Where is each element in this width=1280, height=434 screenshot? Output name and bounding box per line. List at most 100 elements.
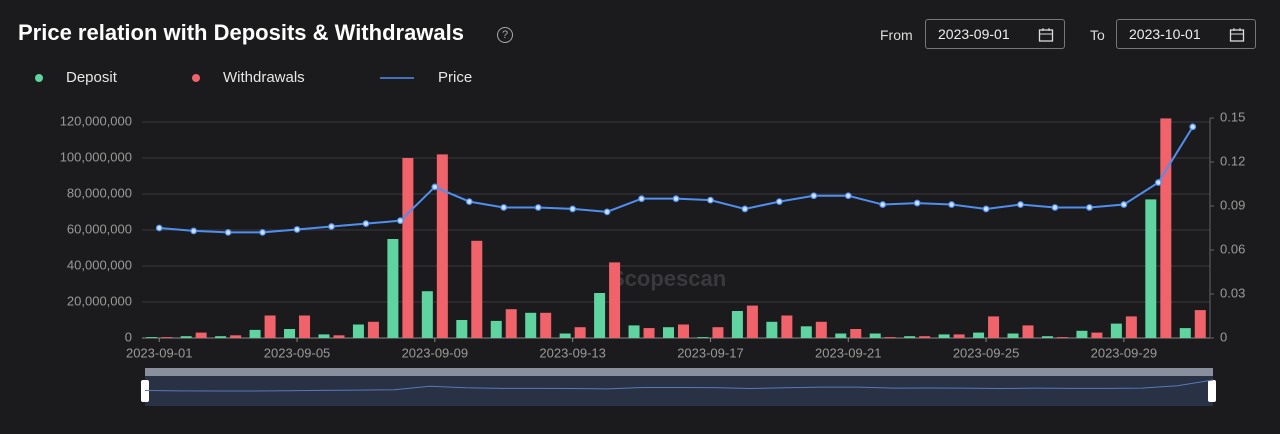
x-tick-label: 2023-09-29 [1091, 345, 1158, 360]
y-tick-label: 100,000,000 [60, 149, 132, 164]
bar [574, 327, 586, 338]
x-tick-label: 2023-09-21 [815, 345, 882, 360]
bar [919, 336, 931, 338]
slider-handle[interactable] [1208, 380, 1216, 402]
help-icon[interactable]: ? [497, 27, 513, 43]
price-point [465, 198, 473, 206]
bar [663, 327, 674, 338]
y2-tick-label: 0.15 [1220, 109, 1245, 124]
bar [402, 158, 414, 338]
price-point [500, 204, 508, 211]
from-label: From [880, 27, 913, 43]
bar [490, 320, 502, 338]
x-tick-label: 2023-09-17 [677, 345, 744, 360]
price-point [1017, 201, 1024, 208]
x-tick-label: 2023-09-13 [539, 345, 606, 360]
y-tick-label: 80,000,000 [67, 185, 132, 200]
bar [505, 309, 517, 338]
bar [938, 334, 950, 338]
price-point [224, 228, 232, 236]
to-date[interactable]: 2023-10-01 [1116, 19, 1256, 49]
title: Price relation with Deposits & Withdrawa… [18, 20, 465, 45]
price-line [159, 126, 1194, 234]
bar [180, 336, 192, 338]
bar [1179, 328, 1191, 338]
legend-swatch [192, 74, 200, 82]
price-point [259, 228, 266, 236]
bar [456, 320, 468, 338]
price-point [844, 192, 852, 200]
bar [1056, 337, 1068, 338]
bar [471, 240, 483, 338]
price-point [293, 226, 301, 233]
bar [525, 312, 537, 338]
bar [1110, 323, 1122, 338]
y2-tick-label: 0.12 [1220, 153, 1245, 168]
price-point [879, 201, 887, 208]
bar [230, 335, 242, 338]
price-point [741, 205, 749, 213]
bar [731, 311, 743, 338]
legend-label: Price [438, 69, 472, 86]
price-point [810, 192, 818, 200]
bar [1076, 330, 1088, 338]
price-point [707, 196, 714, 204]
price-point [638, 195, 645, 203]
price-point [534, 204, 542, 211]
bar [712, 327, 724, 338]
bar [367, 321, 379, 338]
y-tick-label: 40,000,000 [67, 257, 132, 272]
x-tick-label: 2023-09-09 [402, 345, 469, 360]
bar [264, 315, 276, 338]
price-point [603, 208, 611, 216]
bar [609, 262, 621, 338]
bar [421, 291, 433, 338]
zoom-slider[interactable] [141, 368, 1216, 406]
bar [869, 333, 881, 338]
watermark: Scopescan [610, 266, 726, 291]
bar [215, 336, 227, 338]
bar [249, 329, 261, 338]
bar [559, 333, 571, 338]
y-tick-label: 20,000,000 [67, 293, 132, 308]
to-label: To [1090, 27, 1105, 43]
bar [318, 334, 330, 338]
bar [161, 337, 173, 338]
from-date-text: 2023-09-01 [938, 26, 1010, 42]
bar [781, 315, 793, 338]
calendar-icon [1038, 28, 1054, 42]
y2-tick-label: 0 [1220, 329, 1227, 344]
price-point [672, 195, 680, 203]
price-point [1086, 204, 1093, 211]
price-point [396, 217, 404, 225]
bar [815, 321, 827, 338]
bar [387, 239, 399, 338]
bar [628, 325, 640, 338]
y2-tick-label: 0.03 [1220, 285, 1245, 300]
x-tick-label: 2023-09-01 [126, 345, 193, 360]
bar [1160, 118, 1172, 339]
bar [904, 336, 916, 338]
bar [953, 334, 965, 338]
from-date[interactable]: 2023-09-01 [925, 19, 1065, 49]
price-point [569, 205, 577, 213]
bar [1041, 336, 1053, 338]
price-point [1154, 179, 1162, 186]
y-tick-label: 60,000,000 [67, 221, 132, 236]
bar [333, 335, 345, 338]
bar [436, 154, 448, 338]
bar [1125, 316, 1137, 338]
y2-tick-label: 0.09 [1220, 197, 1245, 212]
slider-bar [145, 368, 1213, 376]
bar [352, 324, 364, 338]
legend-label: Withdrawals [223, 69, 305, 86]
bar [1194, 310, 1206, 338]
y-tick-label: 120,000,000 [60, 113, 132, 128]
bar [284, 329, 296, 338]
bar [835, 333, 847, 338]
legend-label: Deposit [66, 69, 118, 86]
bar [540, 312, 552, 338]
price-point [913, 199, 921, 207]
